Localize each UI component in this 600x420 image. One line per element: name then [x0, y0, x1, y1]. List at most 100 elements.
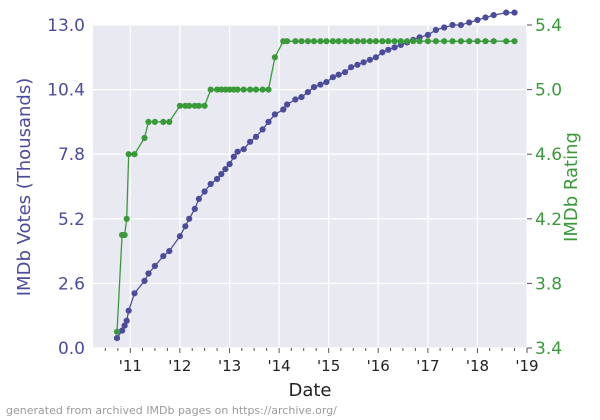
votes-point — [234, 148, 241, 155]
votes-point — [329, 74, 336, 81]
rating-point — [240, 86, 247, 93]
votes-point — [372, 54, 379, 61]
rating-point — [397, 38, 404, 45]
left-tick-label: 10.4 — [47, 81, 85, 101]
rating-point — [252, 86, 260, 93]
rating-point — [113, 328, 121, 335]
rating-point — [482, 38, 489, 45]
votes-point — [466, 19, 473, 26]
plot-area — [93, 25, 527, 348]
votes-point — [191, 205, 198, 212]
rating-point — [335, 38, 342, 45]
rating-point — [441, 38, 448, 45]
votes-point — [259, 126, 266, 133]
votes-point — [366, 56, 373, 63]
votes-point — [298, 94, 305, 101]
votes-point — [304, 89, 311, 96]
votes-point — [222, 166, 229, 173]
left-tick-label: 2.6 — [58, 274, 85, 294]
rating-point — [186, 102, 193, 109]
votes-point — [160, 253, 167, 260]
rating-point — [404, 38, 411, 45]
rating-point — [176, 102, 183, 109]
votes-point — [247, 138, 254, 145]
right-axis-title: IMDb Rating — [561, 132, 582, 242]
left-axis-title: IMDb Votes (Thousands) — [14, 78, 35, 297]
rating-point — [298, 38, 305, 45]
votes-point — [176, 233, 183, 240]
rating-point — [310, 38, 318, 45]
rating-point — [121, 231, 128, 239]
rating-point — [304, 38, 311, 45]
rating-point — [125, 151, 132, 158]
votes-point — [166, 248, 173, 255]
votes-point — [218, 171, 225, 178]
rating-point — [432, 38, 439, 45]
rating-point — [151, 118, 158, 125]
votes-point — [348, 64, 355, 71]
right-tick-label: 3.8 — [535, 274, 562, 294]
rating-point — [416, 38, 423, 45]
rating-point — [201, 102, 208, 109]
votes-point — [121, 322, 128, 329]
rating-line — [116, 40, 515, 332]
votes-point — [207, 180, 214, 188]
votes-point — [131, 290, 138, 297]
rating-point — [410, 38, 417, 45]
rating-series — [113, 38, 518, 335]
rating-point — [341, 38, 349, 45]
rating-point — [145, 118, 152, 125]
votes-point — [432, 26, 439, 34]
rating-point — [259, 86, 266, 93]
rating-point — [271, 54, 278, 61]
x-tick-label: '16 — [367, 357, 390, 375]
left-tick-label: 5.2 — [58, 210, 85, 230]
rating-point — [474, 38, 481, 45]
rating-point — [360, 38, 367, 45]
rating-point — [366, 38, 373, 45]
votes-point — [125, 307, 132, 314]
rating-point — [323, 38, 330, 45]
rating-point — [354, 38, 361, 45]
rating-point — [265, 86, 272, 93]
rating-point — [207, 86, 214, 93]
rating-point — [490, 38, 497, 45]
votes-point — [292, 96, 299, 103]
votes-point — [457, 21, 464, 29]
votes-point — [271, 111, 278, 118]
rating-point — [372, 38, 379, 45]
left-tick-label: 0.0 — [58, 339, 85, 359]
rating-point — [511, 38, 518, 45]
votes-point — [490, 12, 497, 19]
rating-point — [166, 118, 173, 125]
right-tick-label: 5.0 — [535, 81, 562, 101]
x-tick-label: '17 — [416, 357, 439, 375]
votes-point — [391, 44, 398, 51]
right-tick-label: 4.6 — [535, 145, 562, 165]
rating-point — [503, 38, 510, 45]
votes-line — [116, 11, 515, 339]
votes-point — [145, 270, 152, 277]
votes-point — [310, 84, 318, 91]
rating-point — [292, 38, 299, 45]
votes-point — [341, 69, 349, 76]
votes-point — [317, 81, 324, 88]
rating-point — [424, 38, 431, 45]
right-tick-label: 3.4 — [535, 339, 562, 359]
votes-point — [503, 9, 510, 16]
votes-point — [424, 31, 431, 38]
source-footnote: generated from archived IMDb pages on ht… — [6, 404, 337, 417]
votes-point — [379, 49, 386, 56]
votes-point — [113, 335, 121, 342]
rating-point — [131, 151, 138, 158]
votes-point — [482, 14, 489, 21]
x-tick-label: '15 — [317, 357, 340, 375]
x-tick-label: '18 — [466, 357, 489, 375]
votes-point — [119, 327, 126, 334]
rating-point — [247, 86, 254, 93]
x-tick-label: '14 — [268, 357, 291, 375]
rating-point — [284, 38, 291, 45]
votes-point — [511, 9, 518, 16]
votes-point — [186, 215, 193, 222]
rating-point — [457, 38, 464, 45]
